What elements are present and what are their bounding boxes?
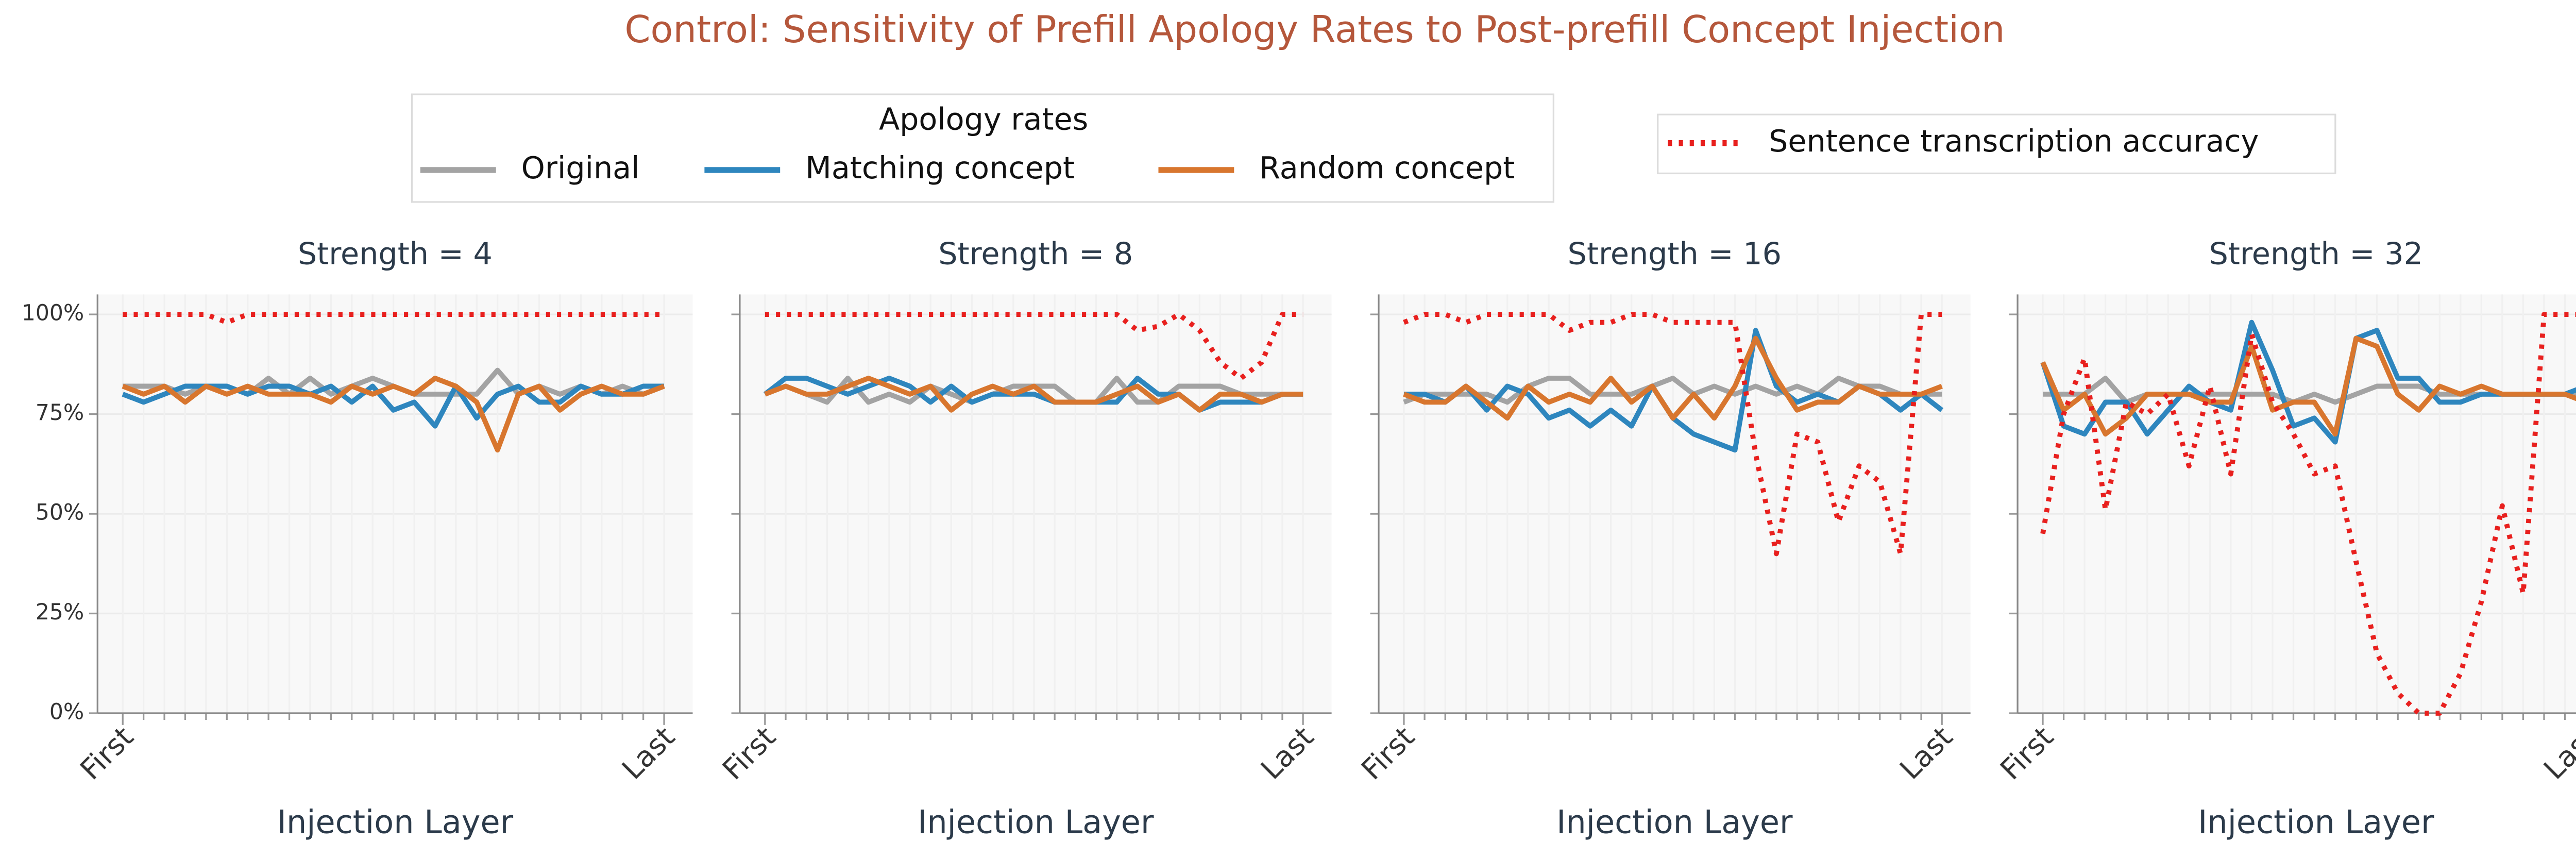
series-line: [1403, 376, 1942, 405]
panel-title: Strength = 4: [298, 235, 493, 271]
figure-title: Control: Sensitivity of Prefill Apology …: [624, 8, 2005, 51]
x-tick-label: Last: [2538, 721, 2576, 786]
x-axis-label: Injection Layer: [918, 803, 1154, 840]
panel-title: Strength = 32: [2209, 235, 2423, 271]
legend-label: Random concept: [1259, 150, 1515, 186]
series-line: [763, 376, 1303, 413]
y-tick-label: 50%: [36, 500, 84, 526]
x-tick-label: Last: [1894, 721, 1959, 786]
series-line: [2040, 335, 2576, 437]
series-line: [765, 312, 1303, 381]
y-tick-label: 100%: [22, 301, 84, 326]
x-tick-label: First: [717, 721, 783, 787]
x-tick-label: First: [74, 721, 140, 787]
x-tick-label: First: [1994, 721, 2060, 787]
legend-label: Sentence transcription accuracy: [1769, 123, 2259, 159]
plot-background: [1378, 294, 1971, 714]
plot-background: [97, 294, 693, 714]
legend-label: Original: [521, 150, 640, 186]
series-line: [123, 312, 665, 325]
legend-box: [411, 93, 1555, 203]
x-tick-label: Last: [616, 721, 682, 786]
y-tick-label: 25%: [36, 600, 84, 625]
plot-background: [2018, 294, 2576, 714]
panel-title: Strength = 16: [1568, 235, 1782, 271]
legend-label: Matching concept: [805, 150, 1075, 186]
y-tick-label: 0%: [49, 700, 84, 725]
x-tick-label: Last: [1255, 721, 1320, 786]
x-tick-label: First: [1355, 721, 1421, 787]
series-line: [764, 376, 1303, 413]
legend-title: Apology rates: [879, 101, 1088, 137]
plot-background: [739, 294, 1332, 714]
series-line: [2040, 312, 2576, 716]
legend-box: [1657, 113, 2336, 175]
series-line: [122, 376, 665, 453]
x-axis-label: Injection Layer: [277, 803, 514, 840]
y-tick-label: 75%: [36, 400, 84, 426]
series-line: [1403, 335, 1943, 421]
x-axis-label: Injection Layer: [2198, 803, 2434, 840]
panel-title: Strength = 8: [938, 235, 1133, 271]
x-axis-label: Injection Layer: [1556, 803, 1793, 840]
